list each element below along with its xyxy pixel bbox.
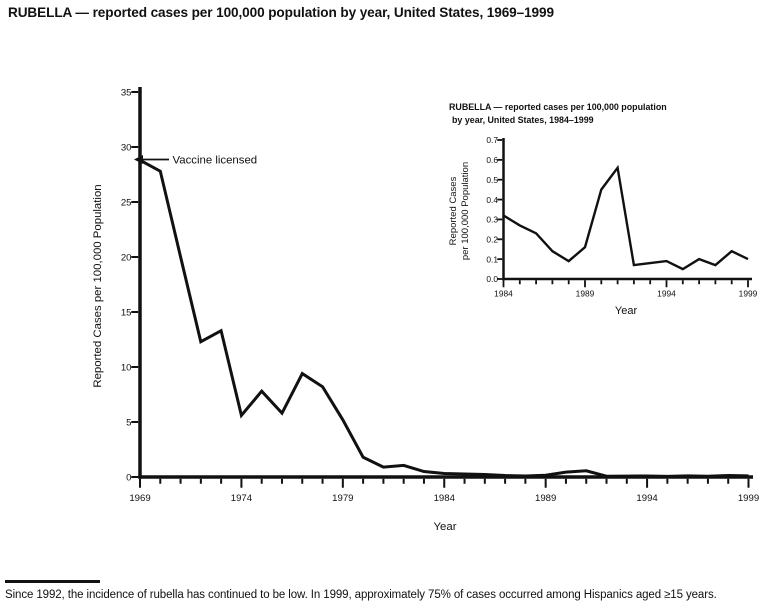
main-chart: 0 5 10 15 20 25 30 35 1969 1974 1979 1984 1989 1994 19…	[92, 87, 759, 533]
main-y-axis-label: Reported Cases per 100,000 Population	[92, 184, 104, 387]
footnote-text: Since 1992, the incidence of rubella has…	[5, 588, 717, 601]
main-y-tick-label: 20	[121, 253, 132, 264]
inset-y-tick-label: 0.7	[486, 135, 498, 145]
main-y-tick-label: 0	[126, 473, 131, 484]
main-y-tick-label: 15	[121, 308, 132, 319]
main-y-tick-label: 30	[121, 143, 132, 154]
main-x-axis-label: Year	[433, 521, 456, 533]
vaccine-licensed-annotation: Vaccine licensed	[173, 155, 258, 167]
main-x-tick-label: 1994	[636, 493, 658, 504]
inset-y-tick-label: 0.2	[486, 234, 498, 244]
main-y-tick-label: 25	[121, 198, 132, 209]
inset-y-tick-label: 0.0	[486, 274, 498, 284]
inset-y-tick-label: 0.6	[486, 155, 498, 165]
inset-chart: 0.0 0.1 0.2 0.3 0.4 0.5 0.6 0.7 1984 1989 1994 1999…	[448, 102, 758, 317]
main-data-line	[139, 158, 749, 478]
inset-chart-title: by year, United States, 1984–1999	[452, 115, 594, 125]
main-x-tick-label: 1974	[231, 493, 253, 504]
rubella-charts-canvas: 0 5 10 15 20 25 30 35 1969 1974 1979 1984 1989 1994 19…	[92, 87, 759, 533]
main-x-tick-label: 1969	[129, 493, 150, 504]
inset-x-tick-label: 1984	[494, 289, 513, 299]
footnote: Since 1992, the incidence of rubella has…	[5, 580, 765, 601]
inset-x-axis-label: Year	[615, 305, 638, 317]
inset-y-axis-label: per 100,000 Population	[460, 162, 471, 260]
main-y-tick-label: 35	[121, 88, 132, 99]
inset-y-axis-label: Reported Cases	[448, 176, 459, 245]
main-y-tick-label: 10	[121, 363, 132, 374]
page-title: RUBELLA — reported cases per 100,000 pop…	[8, 5, 554, 20]
main-x-tick-label: 1979	[332, 493, 353, 504]
main-y-tick-label: 5	[126, 418, 131, 429]
inset-x-tick-label: 1989	[576, 289, 595, 299]
inset-x-tick-label: 1999	[739, 289, 758, 299]
main-x-tick-label: 1999	[738, 493, 759, 504]
footnote-divider	[5, 580, 100, 583]
main-x-tick-label: 1989	[535, 493, 556, 504]
inset-chart-title: RUBELLA — reported cases per 100,000 pop…	[449, 102, 667, 112]
main-x-tick-label: 1984	[434, 493, 456, 504]
inset-y-tick-label: 0.3	[486, 215, 498, 225]
inset-y-tick-label: 0.5	[486, 175, 498, 185]
inset-y-tick-label: 0.4	[486, 195, 498, 205]
annotation-arrowhead-icon	[134, 155, 143, 164]
inset-y-tick-label: 0.1	[486, 254, 498, 264]
inset-x-tick-label: 1994	[657, 289, 676, 299]
inset-data-line	[502, 164, 749, 271]
